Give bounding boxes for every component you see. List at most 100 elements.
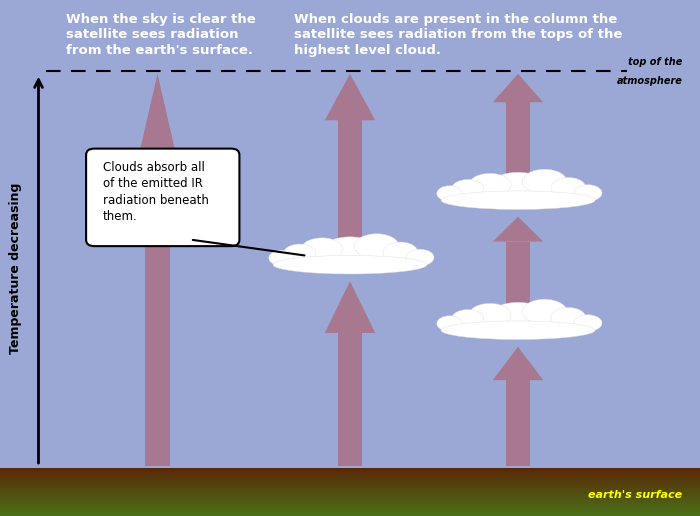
Bar bbox=[0, 496, 700, 497]
Bar bbox=[0, 483, 700, 485]
Bar bbox=[0, 477, 700, 479]
Bar bbox=[0, 508, 700, 509]
Bar bbox=[0, 491, 700, 492]
Bar bbox=[0, 513, 700, 514]
Polygon shape bbox=[493, 74, 543, 102]
Bar bbox=[0, 499, 700, 500]
Bar bbox=[0, 511, 700, 512]
Bar bbox=[506, 102, 530, 175]
Polygon shape bbox=[493, 347, 543, 380]
Ellipse shape bbox=[452, 310, 484, 328]
Bar bbox=[0, 486, 700, 487]
Text: atmosphere: atmosphere bbox=[617, 76, 682, 86]
Bar bbox=[0, 514, 700, 515]
Bar bbox=[0, 481, 700, 482]
Bar bbox=[0, 497, 700, 498]
Ellipse shape bbox=[383, 242, 418, 263]
Ellipse shape bbox=[489, 302, 547, 331]
Ellipse shape bbox=[522, 299, 567, 324]
Text: Clouds absorb all
of the emitted IR
radiation beneath
them.: Clouds absorb all of the emitted IR radi… bbox=[103, 161, 209, 223]
Bar bbox=[0, 469, 700, 470]
Ellipse shape bbox=[321, 237, 379, 266]
Ellipse shape bbox=[452, 180, 484, 198]
Ellipse shape bbox=[574, 315, 602, 331]
Bar bbox=[0, 474, 700, 475]
Bar bbox=[0, 487, 700, 488]
Bar bbox=[0, 482, 700, 483]
Bar bbox=[0, 503, 700, 504]
Bar bbox=[0, 509, 700, 510]
Ellipse shape bbox=[551, 308, 586, 328]
Bar bbox=[0, 481, 700, 483]
Ellipse shape bbox=[551, 178, 586, 198]
Bar bbox=[0, 512, 700, 513]
Bar bbox=[0, 490, 700, 491]
Ellipse shape bbox=[489, 172, 547, 201]
Bar bbox=[0, 488, 700, 489]
Bar bbox=[0, 480, 700, 481]
Ellipse shape bbox=[574, 185, 602, 201]
Bar bbox=[0, 499, 700, 501]
Bar bbox=[0, 484, 700, 485]
Bar bbox=[0, 485, 700, 486]
Text: Temperature decreasing: Temperature decreasing bbox=[9, 183, 22, 354]
Bar bbox=[0, 498, 700, 499]
Bar bbox=[506, 380, 530, 466]
Ellipse shape bbox=[469, 303, 511, 326]
Ellipse shape bbox=[437, 186, 462, 201]
Bar bbox=[0, 470, 700, 471]
Bar bbox=[0, 489, 700, 491]
Bar bbox=[0, 506, 700, 507]
Bar bbox=[0, 471, 700, 472]
Bar bbox=[0, 477, 700, 478]
Polygon shape bbox=[132, 74, 183, 184]
Bar bbox=[0, 468, 700, 470]
Bar bbox=[0, 493, 700, 494]
Bar bbox=[0, 472, 700, 473]
Ellipse shape bbox=[354, 234, 399, 259]
Bar bbox=[0, 508, 700, 510]
Bar bbox=[0, 514, 700, 516]
Text: When the sky is clear the
satellite sees radiation
from the earth's surface.: When the sky is clear the satellite sees… bbox=[66, 13, 256, 57]
Bar bbox=[0, 489, 700, 490]
Polygon shape bbox=[493, 217, 543, 241]
Bar bbox=[0, 510, 700, 511]
Ellipse shape bbox=[469, 173, 511, 196]
Ellipse shape bbox=[406, 249, 434, 266]
Bar bbox=[0, 473, 700, 474]
Ellipse shape bbox=[269, 250, 294, 266]
Bar bbox=[0, 471, 700, 473]
Text: earth's surface: earth's surface bbox=[589, 490, 682, 499]
Bar bbox=[506, 241, 530, 305]
FancyBboxPatch shape bbox=[86, 149, 239, 246]
Ellipse shape bbox=[284, 244, 316, 263]
Bar bbox=[0, 504, 700, 505]
Bar bbox=[0, 474, 700, 476]
Polygon shape bbox=[325, 74, 375, 120]
Ellipse shape bbox=[441, 321, 595, 340]
Ellipse shape bbox=[522, 169, 567, 194]
Bar bbox=[0, 496, 700, 498]
Bar bbox=[0, 479, 700, 480]
Ellipse shape bbox=[441, 191, 595, 209]
Bar bbox=[0, 494, 700, 495]
Ellipse shape bbox=[437, 316, 462, 331]
Bar bbox=[146, 184, 169, 466]
Bar bbox=[0, 501, 700, 503]
Bar bbox=[338, 120, 362, 240]
Bar bbox=[338, 333, 362, 466]
Bar bbox=[0, 492, 700, 493]
Polygon shape bbox=[325, 281, 375, 333]
Bar bbox=[0, 478, 700, 479]
Bar bbox=[0, 486, 700, 488]
Text: top of the: top of the bbox=[628, 57, 682, 67]
Bar bbox=[0, 505, 700, 506]
Bar bbox=[0, 502, 700, 503]
Bar bbox=[0, 495, 700, 496]
Bar bbox=[0, 476, 700, 477]
Bar bbox=[0, 501, 700, 502]
Bar bbox=[0, 507, 700, 508]
Bar bbox=[0, 493, 700, 495]
Bar bbox=[0, 511, 700, 513]
Bar bbox=[0, 505, 700, 507]
